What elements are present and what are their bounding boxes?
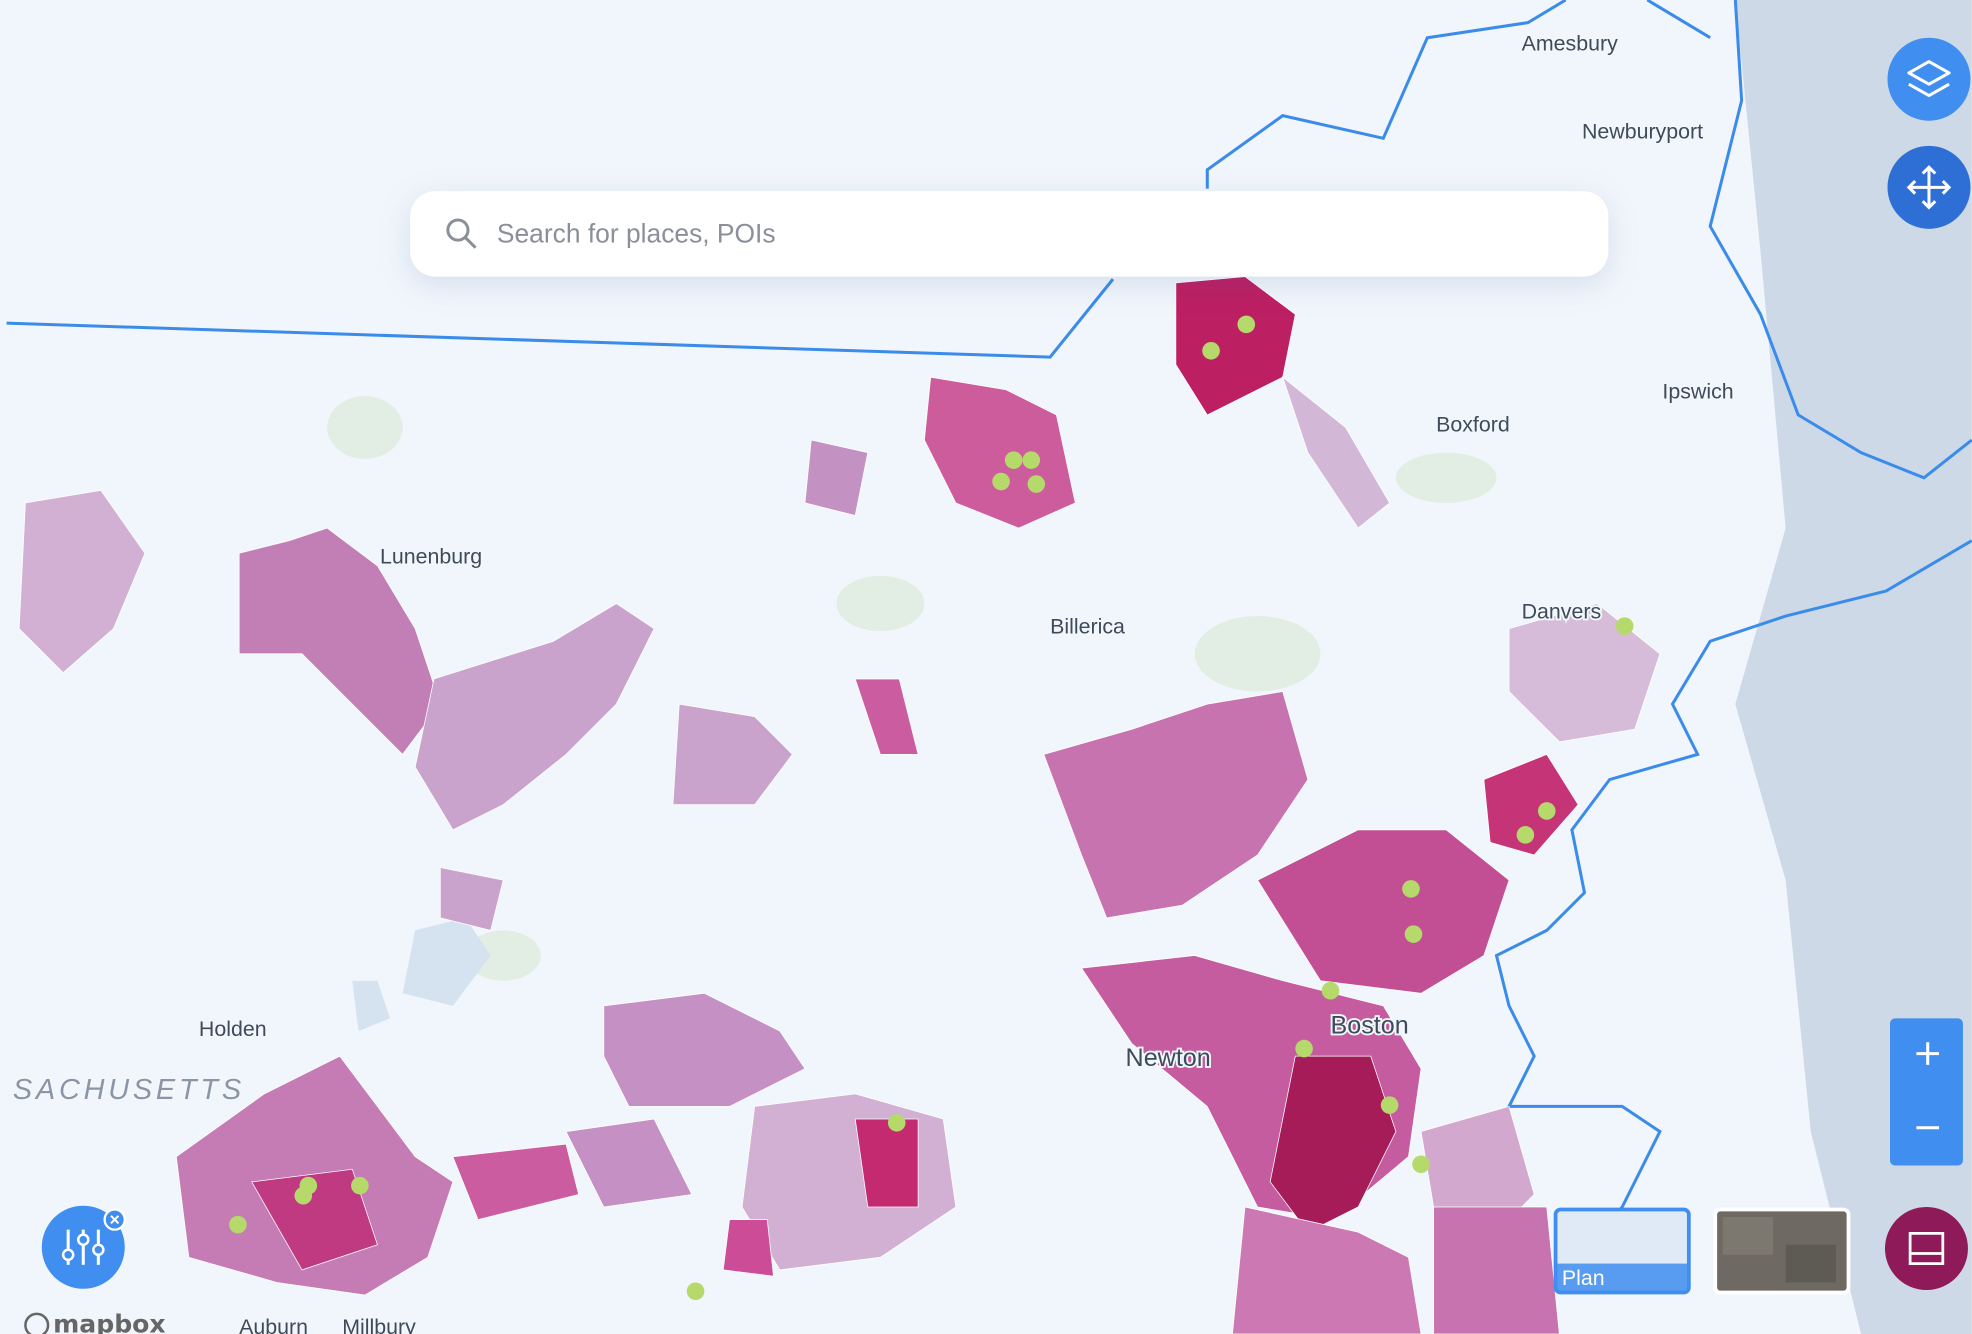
search-icon [464, 236, 477, 249]
pan-button[interactable] [1887, 145, 1971, 229]
chat-button[interactable] [1884, 1207, 1968, 1290]
place-label: Boxford [1436, 412, 1510, 436]
attribution: mapbox [24, 1310, 166, 1334]
place-label: Ipswich [1662, 380, 1733, 404]
poi-dots [229, 315, 1634, 1301]
state-label: SACHUSETTS [13, 1074, 245, 1106]
coastline [1494, 0, 1972, 1259]
zoom-in[interactable] [1916, 1042, 1940, 1065]
place-label: Amesbury [1522, 31, 1618, 55]
place-label: Boston [1331, 1012, 1409, 1040]
basemap-plan[interactable]: Plan [1553, 1207, 1691, 1295]
filter-button[interactable] [41, 1205, 126, 1289]
mapbox-logo: mapbox [53, 1310, 166, 1334]
search-bar[interactable]: Search for places, POIs [410, 191, 1609, 277]
basemap-satellite[interactable] [1713, 1207, 1851, 1295]
regions [18, 276, 1661, 1334]
place-label: Billerica [1050, 615, 1125, 639]
search-placeholder: Search for places, POIs [497, 219, 776, 249]
lakes [352, 917, 491, 1031]
place-label: Auburn [239, 1315, 308, 1334]
place-label: Millbury [342, 1315, 416, 1334]
place-label: Lunenburg [380, 544, 482, 568]
basemap-label: Plan [1562, 1266, 1605, 1290]
zoom-control [1890, 1018, 1963, 1166]
search-icon [446, 218, 470, 242]
ocean [1735, 0, 1972, 1334]
place-label: Newton [1126, 1044, 1211, 1072]
layers-button[interactable] [1887, 37, 1971, 121]
state-border [6, 0, 1711, 359]
green-areas [327, 396, 1497, 981]
place-label: Holden [199, 1017, 267, 1041]
place-label: Newburyport [1582, 119, 1703, 143]
search-box[interactable] [410, 191, 1609, 277]
place-label: Danvers [1522, 600, 1602, 624]
